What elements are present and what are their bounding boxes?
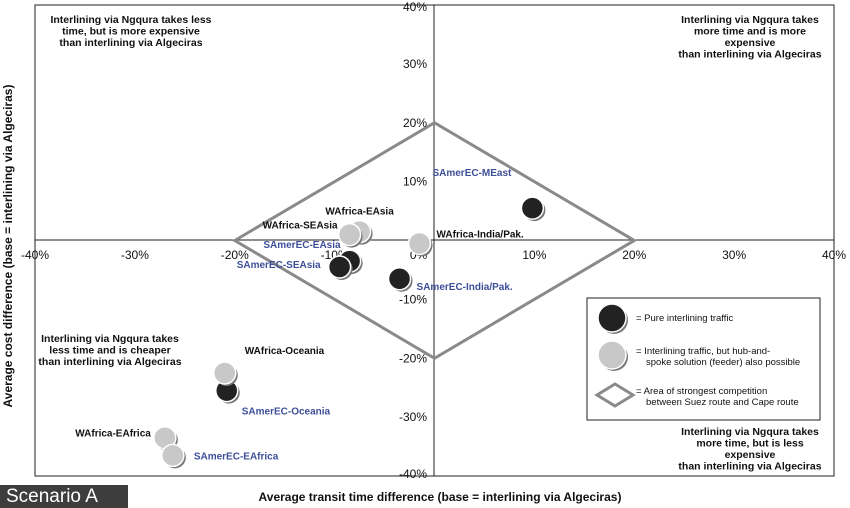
point-label: WAfrica-SEAsia [263,221,338,232]
legend: = Pure interlining traffic = Interlining … [586,297,821,421]
y-tick-label: 40% [403,0,427,14]
x-tick-label: -20% [221,248,249,262]
y-tick-label: -20% [399,351,427,365]
y-axis-label: Average cost difference (base = interlin… [1,85,15,408]
data-point [161,443,185,468]
point-label: SAmerEC-Oceania [242,407,331,418]
y-tick-label: -30% [399,410,427,424]
quadrant-notes: Interlining via Ngqura takes less time, b… [38,14,821,473]
x-tick-label: 20% [622,248,646,262]
legend-circle-marker [597,340,627,370]
legend-label: = Interlining traffic, but hub-and-spoke… [636,346,800,368]
legend-circle-marker [597,303,627,333]
data-point [387,267,412,291]
data-point [213,361,237,385]
data-point [327,255,352,279]
x-tick-label: -40% [21,248,49,262]
scenario-badge: Scenario A [0,485,128,508]
competition-diamond [231,121,638,360]
y-tick-labels: 40% 30% 20% 10% -10% -20% -30% -40% [399,0,427,481]
legend-label: = Area of strongest competition between S… [636,386,799,408]
legend-diamond-marker [594,382,636,408]
data-points: SAmerEC-MEast SAmerEC-EAsia SAmerEC-SEAsia… [75,168,546,469]
data-point [337,222,362,247]
point-label: SAmerEC-EAfrica [194,451,279,462]
point-label: SAmerEC-MEast [432,168,512,179]
x-tick-label: 30% [722,248,746,262]
y-tick-label: 30% [403,57,427,71]
point-label: WAfrica-EAfrica [75,429,151,440]
x-tick-label: -30% [121,248,149,262]
legend-label: = Pure interlining traffic [636,313,733,324]
x-tick-label: 40% [822,248,846,262]
point-label: WAfrica-EAsia [325,207,394,218]
quadrant-note: Interlining via Ngqura takes more time, b… [678,426,821,473]
point-label: WAfrica-India/Pak. [437,229,524,240]
y-tick-label: 20% [403,116,427,130]
data-point [520,196,545,220]
y-tick-label: 10% [403,175,427,189]
point-label: SAmerEC-EAsia [263,240,341,251]
data-point [407,231,432,256]
point-label: SAmerEC-SEAsia [237,260,321,271]
point-label: WAfrica-Oceania [245,346,325,357]
point-label: SAmerEC-India/Pak. [417,282,513,293]
y-tick-label: -40% [399,467,427,481]
x-tick-label: 10% [522,248,546,262]
quadrant-note: Interlining via Ngqura takes less time an… [38,333,181,368]
quadrant-note: Interlining via Ngqura takes less time, b… [50,14,211,49]
quadrant-note: Interlining via Ngqura takes more time an… [678,14,821,61]
y-tick-label: -10% [399,292,427,306]
x-axis-label: Average transit time difference (base = … [259,490,622,504]
